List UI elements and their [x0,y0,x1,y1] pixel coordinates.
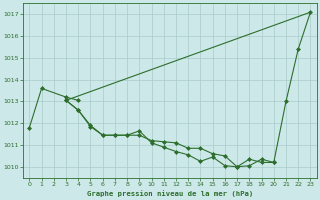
X-axis label: Graphe pression niveau de la mer (hPa): Graphe pression niveau de la mer (hPa) [87,190,253,197]
